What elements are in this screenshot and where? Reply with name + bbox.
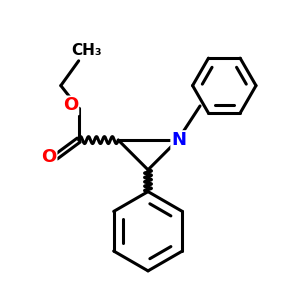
Text: N: N xyxy=(171,131,186,149)
Text: O: O xyxy=(41,148,57,166)
Text: CH₃: CH₃ xyxy=(71,44,102,59)
Text: O: O xyxy=(63,96,78,114)
